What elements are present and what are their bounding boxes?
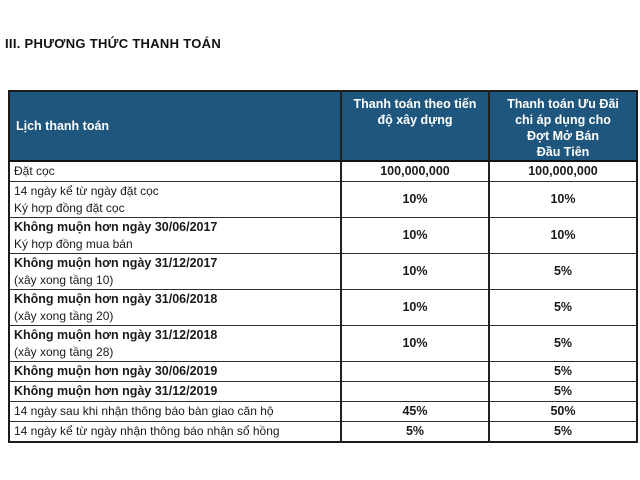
schedule-line: Không muộn hơn ngày 31/12/2018 [14, 328, 218, 342]
column-header-schedule: Lịch thanh toán [8, 90, 342, 162]
progress-value-cell: 100,000,000 [340, 160, 490, 182]
schedule-cell: Không muộn hơn ngày 30/06/2017 Ký hợp đồn… [8, 217, 342, 254]
schedule-line: Không muộn hơn ngày 30/06/2017 [14, 220, 218, 234]
page-title: III. PHƯƠNG THỨC THANH TOÁN [5, 36, 222, 51]
column-header-promo-payment: Thanh toán Ưu Đãi chi áp dụng cho Đợt Mở… [488, 90, 638, 162]
table-row: Không muộn hơn ngày 30/06/2019 5% [8, 361, 638, 382]
progress-value-cell: 10% [340, 217, 490, 254]
table-row: 14 ngày sau khi nhận thông báo bàn giao … [8, 401, 638, 422]
schedule-cell: 14 ngày sau khi nhận thông báo bàn giao … [8, 401, 342, 422]
promo-value-cell: 100,000,000 [488, 160, 638, 182]
promo-value-cell: 50% [488, 401, 638, 422]
schedule-cell: Không muộn hơn ngày 31/12/2018 (xây xong … [8, 325, 342, 362]
schedule-cell: Không muộn hơn ngày 31/12/2019 [8, 381, 342, 402]
schedule-line: (xây xong tầng 28) [14, 344, 114, 359]
promo-value-cell: 5% [488, 253, 638, 290]
promo-value-cell: 5% [488, 381, 638, 402]
table-row: 14 ngày kể từ ngày nhận thông báo nhận s… [8, 421, 638, 443]
schedule-line: Không muộn hơn ngày 31/12/2017 [14, 256, 218, 270]
table-row: Không muộn hơn ngày 31/12/2017 (xây xong … [8, 253, 638, 290]
promo-value-cell: 10% [488, 217, 638, 254]
schedule-line: Không muộn hơn ngày 30/06/2019 [14, 364, 218, 379]
progress-value-cell: 10% [340, 289, 490, 326]
schedule-cell: 14 ngày kể từ ngày đặt cọc Ký hợp đồng đặ… [8, 181, 342, 218]
promo-value-cell: 5% [488, 325, 638, 362]
table-row: Không muộn hơn ngày 30/06/2017 Ký hợp đồn… [8, 217, 638, 254]
progress-value-cell: 10% [340, 325, 490, 362]
schedule-line: Không muộn hơn ngày 31/06/2018 [14, 292, 218, 306]
table-row: Không muộn hơn ngày 31/06/2018 (xây xong … [8, 289, 638, 326]
schedule-line: 14 ngày kể từ ngày nhận thông báo nhận s… [14, 424, 280, 439]
payment-table-body: Đặt cọc 100,000,000 100,000,000 14 ngày kể … [8, 160, 638, 443]
schedule-line: 14 ngày kể từ ngày đặt cọc [14, 184, 159, 198]
schedule-line: 14 ngày sau khi nhận thông báo bàn giao … [14, 404, 274, 419]
schedule-line: (xây xong tầng 20) [14, 308, 114, 323]
table-row: 14 ngày kể từ ngày đặt cọc Ký hợp đồng đặ… [8, 181, 638, 218]
promo-value-cell: 10% [488, 181, 638, 218]
schedule-line: (xây xong tầng 10) [14, 272, 114, 287]
schedule-cell: 14 ngày kể từ ngày nhận thông báo nhận s… [8, 421, 342, 443]
table-header: Lịch thanh toán Thanh toán theo tiến độ … [8, 90, 638, 162]
progress-value-cell [340, 381, 490, 402]
promo-value-cell: 5% [488, 361, 638, 382]
payment-schedule-table: Lịch thanh toán Thanh toán theo tiến độ … [8, 90, 638, 443]
progress-value-cell: 45% [340, 401, 490, 422]
header-row: Lịch thanh toán Thanh toán theo tiến độ … [8, 90, 638, 162]
progress-value-cell: 5% [340, 421, 490, 443]
progress-value-cell: 10% [340, 253, 490, 290]
table-row: Không muộn hơn ngày 31/12/2019 5% [8, 381, 638, 402]
table-row: Đặt cọc 100,000,000 100,000,000 [8, 160, 638, 182]
schedule-cell: Không muộn hơn ngày 31/12/2017 (xây xong … [8, 253, 342, 290]
schedule-line: Đặt cọc [14, 164, 55, 179]
schedule-line: Ký hợp đồng mua bán [14, 236, 133, 251]
promo-value-cell: 5% [488, 421, 638, 443]
schedule-cell: Không muộn hơn ngày 30/06/2019 [8, 361, 342, 382]
column-header-progress-payment: Thanh toán theo tiến độ xây dựng [340, 90, 490, 162]
table-row: Không muộn hơn ngày 31/12/2018 (xây xong … [8, 325, 638, 362]
progress-value-cell: 10% [340, 181, 490, 218]
progress-value-cell [340, 361, 490, 382]
promo-value-cell: 5% [488, 289, 638, 326]
schedule-line: Ký hợp đồng đặt cọc [14, 200, 125, 215]
schedule-cell: Đặt cọc [8, 160, 342, 182]
schedule-cell: Không muộn hơn ngày 31/06/2018 (xây xong … [8, 289, 342, 326]
schedule-line: Không muộn hơn ngày 31/12/2019 [14, 384, 218, 399]
